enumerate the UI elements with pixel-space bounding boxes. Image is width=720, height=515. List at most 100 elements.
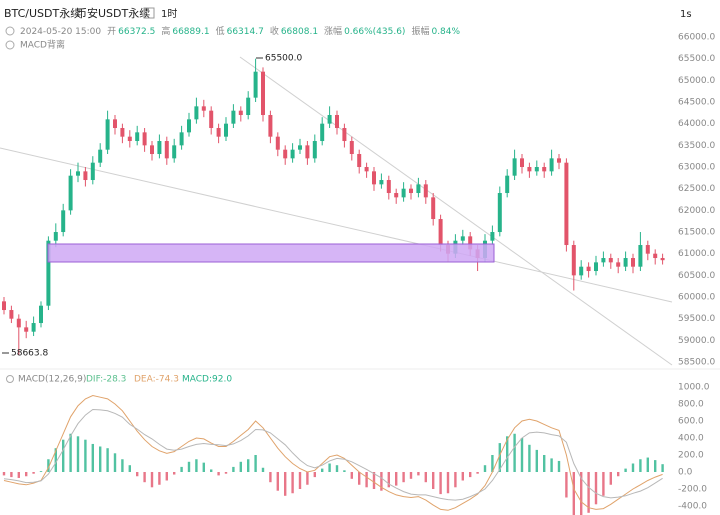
candle-body (298, 145, 302, 150)
candle-body (534, 167, 539, 172)
candle-body (224, 123, 228, 137)
macd-bar (47, 459, 50, 472)
candle-body (379, 180, 384, 185)
macd-bar (661, 464, 664, 472)
candle-body (290, 149, 295, 159)
candle-body (113, 119, 117, 129)
y-tick-label: 800.0 (678, 400, 704, 410)
candle-body (357, 154, 362, 168)
macd-bar (372, 472, 376, 489)
candle-body (335, 115, 339, 129)
candle-body (438, 219, 443, 246)
candle-body (187, 119, 191, 133)
macd-bar (239, 461, 242, 472)
timeframe-button[interactable]: 1s (680, 9, 692, 20)
candle-body (638, 245, 643, 267)
info-icon (5, 26, 15, 36)
y-tick-label: 1000.0 (678, 383, 710, 393)
info-key: 振幅 (411, 25, 429, 37)
macd-bar (654, 460, 657, 472)
edit-icon[interactable] (143, 7, 155, 19)
indicator-label: MACD背离 (20, 39, 65, 51)
symbol-title: BTC/USDT永续 (4, 6, 81, 20)
y-tick-label: 58500.0 (678, 358, 715, 368)
candle-body (24, 327, 29, 332)
macd-bar (565, 472, 568, 498)
macd-bar (506, 436, 509, 472)
candle-body (238, 110, 243, 116)
candle-body (135, 132, 140, 142)
candle-body (623, 258, 628, 267)
macd-bar (461, 472, 464, 481)
macd-bar (261, 467, 265, 472)
candle-body (586, 266, 591, 272)
candle-body (557, 158, 561, 163)
macd-bar (587, 472, 590, 513)
macd-bar (343, 470, 346, 472)
y-tick-label: 600.0 (678, 417, 704, 427)
info-key: 涨幅 (324, 25, 342, 37)
candle-body (283, 149, 288, 159)
macd-bar (557, 460, 561, 472)
info-date: 2024-05-20 15:00 (20, 27, 101, 37)
candle-body (9, 310, 14, 319)
candle-body (246, 97, 251, 116)
candle-body (520, 158, 524, 168)
macd-bar (446, 472, 450, 494)
macd-bar (32, 472, 35, 474)
macd-bar (335, 465, 339, 472)
candle-body (349, 141, 354, 155)
candle-body (105, 119, 110, 150)
macd-bar (224, 472, 228, 474)
info-value: 0.66%(435.6) (344, 27, 405, 37)
macd-bar (284, 472, 287, 496)
macd-bar (39, 471, 43, 472)
macd-bar (476, 472, 479, 474)
macd-bar (409, 472, 413, 479)
candle-body (490, 232, 495, 241)
support-zone (47, 243, 495, 263)
macd-bar (150, 472, 154, 488)
candle-body (342, 128, 347, 142)
macd-bar (99, 446, 102, 472)
candle-body (549, 158, 554, 172)
indicator-icon (6, 375, 14, 383)
macd-bar (609, 472, 612, 485)
macd-bar (247, 459, 250, 472)
candle-body (172, 145, 177, 159)
candle-body (564, 162, 569, 246)
candle-body (275, 136, 280, 150)
candle-body (505, 175, 510, 194)
macd-bar (128, 465, 131, 472)
macd-bar (180, 466, 183, 472)
candle-body (460, 236, 465, 241)
candle-body (660, 258, 665, 261)
candle-body (594, 262, 598, 272)
candle-body (386, 180, 391, 194)
macd-bar (395, 472, 398, 486)
candle-body (631, 258, 635, 267)
candle-body (401, 188, 406, 198)
macd-bar (17, 472, 20, 478)
y-tick-label: 200.0 (678, 451, 704, 461)
candle-body (150, 145, 154, 155)
candle-body (394, 193, 399, 198)
candle-body (645, 245, 650, 254)
macd-bar (254, 455, 257, 472)
macd-bar (594, 472, 598, 505)
y-tick-label: 0.0 (678, 468, 693, 478)
info-key: 高 (161, 25, 170, 37)
y-tick-label: 65500.0 (678, 54, 715, 64)
macd-bar (513, 433, 516, 472)
interval-label[interactable]: 1时 (161, 8, 177, 20)
candle-body (468, 236, 473, 250)
y-tick-label: 62500.0 (678, 184, 715, 194)
macd-bar (350, 472, 353, 479)
macd-bar (520, 438, 524, 472)
y-tick-label: -200.0 (678, 485, 707, 495)
trend-line (239, 56, 673, 366)
y-tick-label: 61500.0 (678, 228, 715, 238)
macd-bar (432, 472, 435, 489)
macd-bar (491, 455, 494, 472)
